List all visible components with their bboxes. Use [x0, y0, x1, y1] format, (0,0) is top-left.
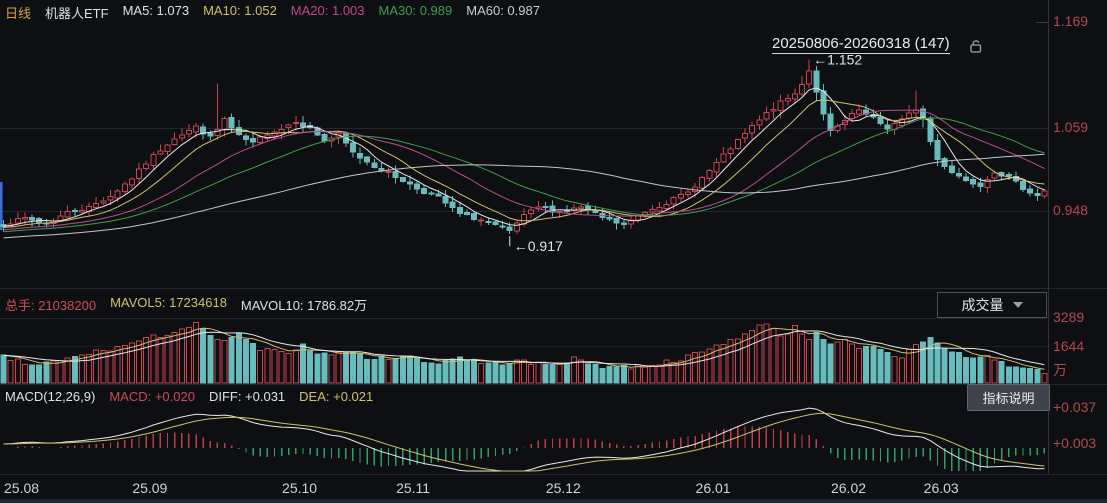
macd-stat-item: DEA: +0.021 — [299, 389, 374, 404]
volume-axis-label: 1644 — [1053, 338, 1085, 354]
volume-pane-header: 总手: 21038200 MAVOL5: 17234618 MAVOL10: 178… — [5, 295, 367, 314]
low-annotation: ←0.917 — [514, 238, 563, 254]
main-chart-header: 日线 机器人ETF MA5: 1.073 MA10: 1.052 MA20: 1.003… — [5, 3, 540, 22]
ma-legend-item: MA60: 0.987 — [466, 3, 540, 18]
ma-legend-item: MA30: 0.989 — [378, 3, 453, 18]
macd-stat-item: MACD: +0.020 — [109, 389, 195, 404]
x-axis-month-label: 25.09 — [132, 480, 168, 496]
macd-stat-item: MACD(12,26,9) — [5, 389, 96, 404]
macd-axis-label: +0.003 — [1053, 435, 1097, 451]
x-axis-month-label: 25.11 — [396, 480, 431, 496]
high-annotation: ←1.152 — [813, 52, 862, 68]
volume-selector-label: 成交量 — [961, 297, 1004, 313]
x-axis-month-label: 26.03 — [923, 480, 959, 496]
x-axis-month-label: 25.12 — [545, 480, 581, 496]
ma-legend-item: 机器人ETF — [45, 6, 109, 21]
x-axis-month-label: 25.08 — [4, 480, 40, 496]
macd-pane-header: MACD(12,26,9) MACD: +0.020 DIFF: +0.031 DEA… — [5, 389, 373, 404]
volume-stat-item: MAVOL5: 17234618 — [110, 295, 227, 310]
ma-legend-item: MA5: 1.073 — [122, 3, 190, 18]
bottom-edge-strip — [0, 499, 1107, 503]
x-axis-month-label: 26.02 — [830, 480, 867, 496]
chevron-down-icon — [1012, 302, 1023, 308]
volume-axis-label: 万 — [1053, 362, 1067, 378]
x-axis-month-label: 25.10 — [282, 480, 318, 496]
volume-axis-label: 3289 — [1053, 309, 1085, 325]
volume-indicator-selector[interactable]: 成交量 — [937, 292, 1047, 318]
price-axis-label: 1.059 — [1053, 119, 1089, 135]
macd-stat-item: DIFF: +0.031 — [208, 389, 286, 404]
ma-legend-item: MA20: 1.003 — [290, 3, 365, 18]
price-axis-label: 1.169 — [1053, 13, 1089, 29]
date-range-badge[interactable]: 20250806-20260318 (147) — [772, 35, 950, 54]
price-axis-label: 0.948 — [1053, 202, 1089, 218]
ma-legend-item: MA10: 1.052 — [203, 3, 277, 18]
macd-axis-label: +0.037 — [1053, 399, 1097, 415]
volume-stat-item: 总手: 21038200 — [5, 298, 97, 313]
unlock-icon[interactable] — [968, 38, 984, 54]
ma-legend-item: 日线 — [5, 6, 32, 21]
x-axis-month-label: 26.01 — [695, 480, 731, 496]
indicator-help-button[interactable]: 指标说明 — [967, 384, 1050, 411]
volume-stat-item: MAVOL10: 1786.82万 — [240, 298, 368, 313]
